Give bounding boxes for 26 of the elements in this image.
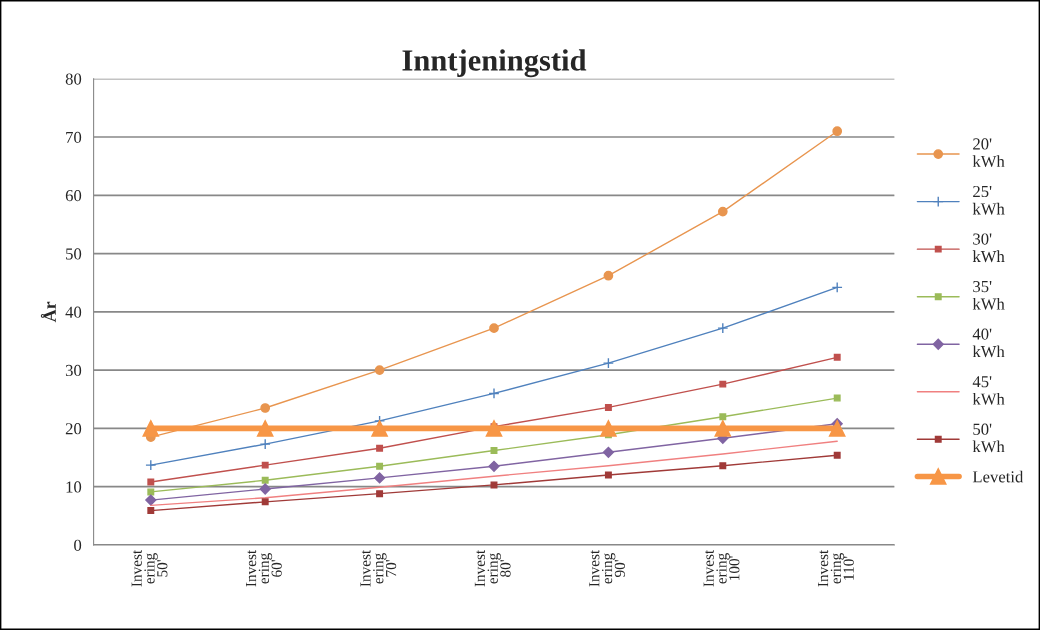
legend-label: Levetid bbox=[972, 470, 1024, 483]
y-tick-label: 10 bbox=[66, 481, 82, 493]
y-tick-label: 30 bbox=[65, 364, 82, 377]
legend-label: 20' kWh bbox=[972, 138, 1005, 168]
y-tick-label: 0 bbox=[74, 539, 82, 551]
y-axis-title: År bbox=[40, 301, 56, 323]
y-tick-label: 50 bbox=[66, 248, 82, 260]
x-tick-label: Invest ering 100' bbox=[703, 549, 740, 587]
y-tick-label: 70 bbox=[66, 131, 82, 143]
x-tick-label: Invest ering 50' bbox=[131, 549, 168, 587]
legend-label: 30' kWh bbox=[972, 233, 1005, 263]
legend-label: 40' kWh bbox=[972, 328, 1005, 358]
x-tick-label: Invest ering 60' bbox=[246, 549, 282, 587]
x-tick-label: Invest ering 110' bbox=[818, 549, 854, 587]
legend-label: 45' kWh bbox=[972, 376, 1005, 405]
y-tick-label: 80 bbox=[65, 73, 82, 85]
legend-label: 35' kWh bbox=[972, 281, 1005, 310]
y-tick-label: 40 bbox=[65, 306, 82, 318]
x-tick-label: Invest ering 70' bbox=[360, 549, 397, 587]
y-tick-label: 20 bbox=[65, 423, 82, 435]
legend-label: 50' kWh bbox=[972, 423, 1005, 453]
chart-title: Inntjeningstid bbox=[402, 49, 587, 78]
x-tick-label: Invest ering 80' bbox=[474, 549, 511, 587]
legend-label: 25' kWh bbox=[972, 185, 1005, 215]
y-tick-label: 60 bbox=[65, 190, 82, 202]
x-tick-label: Invest ering 90' bbox=[589, 549, 626, 587]
